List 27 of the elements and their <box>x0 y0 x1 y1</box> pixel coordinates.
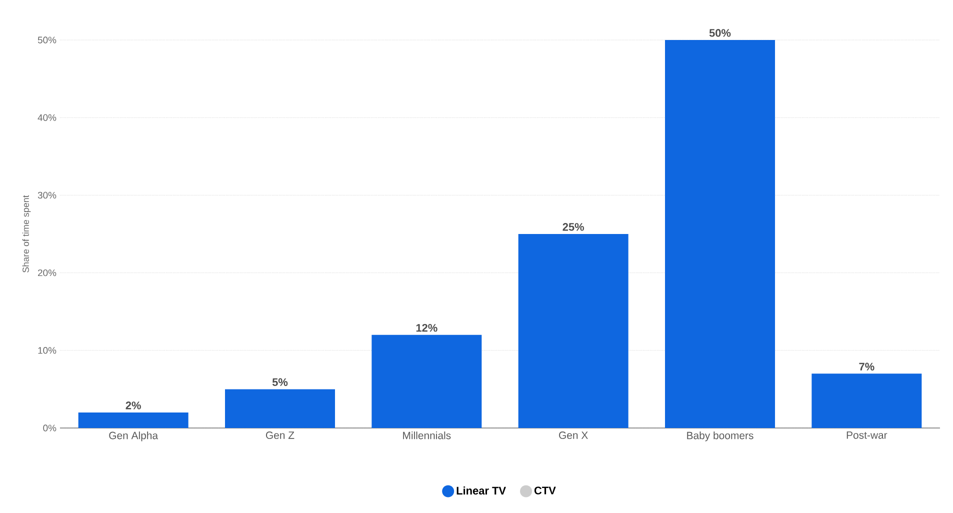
legend-label: CTV <box>534 486 556 494</box>
y-tick-label: 20% <box>38 269 56 276</box>
x-tick-label: Post-war <box>846 432 888 439</box>
x-tick-label: Baby boomers <box>687 432 754 442</box>
y-tick-label: 40% <box>38 114 56 121</box>
bar <box>518 234 628 428</box>
bar <box>665 40 776 428</box>
data-label: 7% <box>859 362 874 370</box>
data-label: 2% <box>126 402 141 410</box>
data-label: 5% <box>272 378 288 386</box>
y-tick-label: 30% <box>38 192 56 199</box>
y-tick-label: 0% <box>43 424 56 432</box>
x-tick-label: Millennials <box>403 432 451 440</box>
x-tick-label: Gen Z <box>266 432 294 439</box>
y-tick-label: 10% <box>38 347 56 354</box>
data-label: 50% <box>709 29 731 37</box>
y-tick-label: 50% <box>38 36 56 44</box>
bar <box>812 374 922 428</box>
y-axis-title: Share of time spent <box>22 195 31 272</box>
legend-label: Linear TV <box>456 486 506 495</box>
x-tick-label: Gen Alpha <box>109 432 158 442</box>
data-label: 12% <box>416 324 438 332</box>
data-label: 25% <box>562 223 584 231</box>
bar <box>225 389 335 428</box>
bar <box>372 334 482 428</box>
x-tick-label: Gen X <box>559 432 588 439</box>
bar <box>78 412 188 428</box>
